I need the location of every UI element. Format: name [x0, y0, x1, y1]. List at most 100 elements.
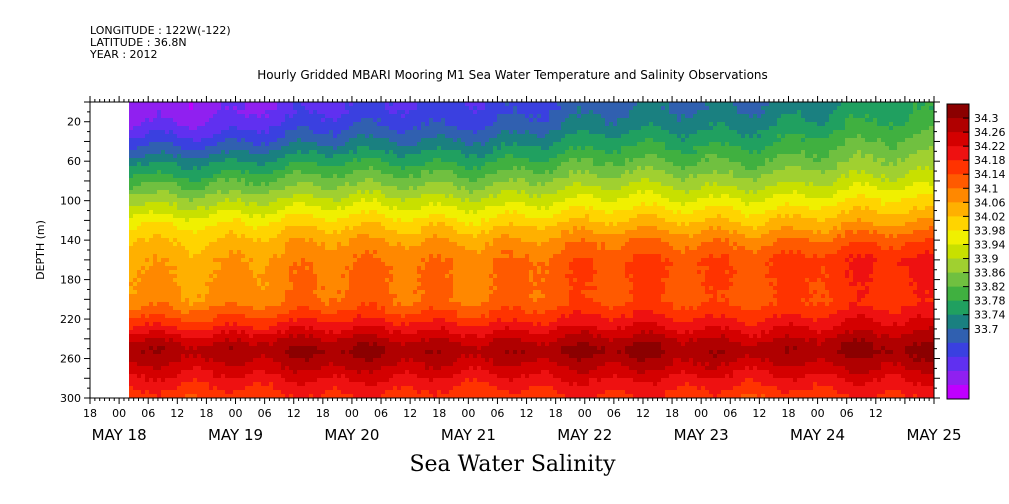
heatmap-cell	[373, 274, 377, 278]
heatmap-cell	[345, 366, 349, 370]
heatmap-cell	[329, 322, 333, 326]
heatmap-cell	[381, 262, 385, 266]
heatmap-cell	[317, 390, 321, 394]
heatmap-cell	[313, 134, 317, 138]
heatmap-cell	[265, 166, 269, 170]
heatmap-cell	[297, 142, 301, 146]
heatmap-cell	[333, 234, 337, 238]
heatmap-cell	[269, 174, 273, 178]
heatmap-cell	[277, 234, 281, 238]
heatmap-cell	[285, 186, 289, 190]
heatmap-cell	[193, 266, 197, 270]
heatmap-cell	[213, 346, 217, 350]
heatmap-cell	[297, 314, 301, 318]
heatmap-cell	[189, 386, 193, 390]
heatmap-cell	[389, 374, 393, 378]
heatmap-cell	[257, 326, 261, 330]
heatmap-cell	[353, 110, 357, 114]
heatmap-cell	[309, 270, 313, 274]
heatmap-cell	[313, 126, 317, 130]
heatmap-cell	[369, 386, 373, 390]
heatmap-cell	[333, 310, 337, 314]
heatmap-cell	[349, 130, 353, 134]
heatmap-cell	[353, 114, 357, 118]
heatmap-cell	[309, 202, 313, 206]
heatmap-cell	[253, 374, 257, 378]
heatmap-cell	[381, 334, 385, 338]
heatmap-cell	[273, 274, 277, 278]
heatmap-cell	[193, 238, 197, 242]
heatmap-cell	[333, 226, 337, 230]
heatmap-cell	[141, 282, 145, 286]
heatmap-cell	[129, 322, 133, 326]
heatmap-cell	[173, 102, 177, 106]
heatmap-cell	[377, 218, 381, 222]
heatmap-cell	[225, 286, 229, 290]
heatmap-cell	[369, 130, 373, 134]
heatmap-cell	[365, 386, 369, 390]
heatmap-cell	[177, 206, 181, 210]
heatmap-cell	[313, 322, 317, 326]
heatmap-cell	[197, 190, 201, 194]
heatmap-cell	[181, 246, 185, 250]
heatmap-cell	[209, 150, 213, 154]
heatmap-cell	[137, 178, 141, 182]
heatmap-cell	[253, 270, 257, 274]
heatmap-cell	[293, 314, 297, 318]
heatmap-cell	[129, 382, 133, 386]
heatmap-cell	[129, 174, 133, 178]
heatmap-cell	[177, 194, 181, 198]
heatmap-cell	[349, 370, 353, 374]
heatmap-cell	[301, 194, 305, 198]
heatmap-cell	[213, 162, 217, 166]
heatmap-cell	[245, 282, 249, 286]
heatmap-cell	[285, 338, 289, 342]
heatmap-cell	[165, 382, 169, 386]
heatmap-cell	[181, 102, 185, 106]
heatmap-cell	[253, 110, 257, 114]
heatmap-cell	[333, 314, 337, 318]
heatmap-cell	[393, 298, 397, 302]
heatmap-cell	[133, 366, 137, 370]
heatmap-cell	[157, 254, 161, 258]
heatmap-cell	[277, 310, 281, 314]
heatmap-cell	[209, 138, 213, 142]
heatmap-cell	[193, 382, 197, 386]
heatmap-cell	[141, 154, 145, 158]
heatmap-cell	[317, 246, 321, 250]
heatmap-cell	[233, 238, 237, 242]
heatmap-cell	[213, 238, 217, 242]
heatmap-cell	[357, 126, 361, 130]
heatmap-cell	[145, 322, 149, 326]
heatmap-cell	[253, 166, 257, 170]
heatmap-cell	[209, 282, 213, 286]
heatmap-cell	[381, 138, 385, 142]
heatmap-cell	[141, 122, 145, 126]
heatmap-cell	[353, 370, 357, 374]
heatmap-cell	[165, 334, 169, 338]
heatmap-cell	[245, 106, 249, 110]
heatmap-cell	[137, 274, 141, 278]
heatmap-cell	[209, 250, 213, 254]
heatmap-cell	[245, 198, 249, 202]
heatmap-cell	[325, 178, 329, 182]
heatmap-cell	[173, 338, 177, 342]
heatmap-cell	[225, 358, 229, 362]
heatmap-cell	[393, 342, 397, 346]
heatmap-cell	[293, 338, 297, 342]
heatmap-cell	[221, 366, 225, 370]
heatmap-cell	[197, 318, 201, 322]
heatmap-cell	[241, 294, 245, 298]
heatmap-cell	[297, 310, 301, 314]
heatmap-cell	[173, 274, 177, 278]
heatmap-cell	[233, 194, 237, 198]
heatmap-cell	[253, 282, 257, 286]
heatmap-cell	[221, 246, 225, 250]
heatmap-cell	[133, 318, 137, 322]
heatmap-cell	[145, 170, 149, 174]
heatmap-cell	[325, 254, 329, 258]
heatmap-cell	[209, 242, 213, 246]
heatmap-cell	[161, 270, 165, 274]
heatmap-cell	[349, 210, 353, 214]
heatmap-cell	[153, 162, 157, 166]
